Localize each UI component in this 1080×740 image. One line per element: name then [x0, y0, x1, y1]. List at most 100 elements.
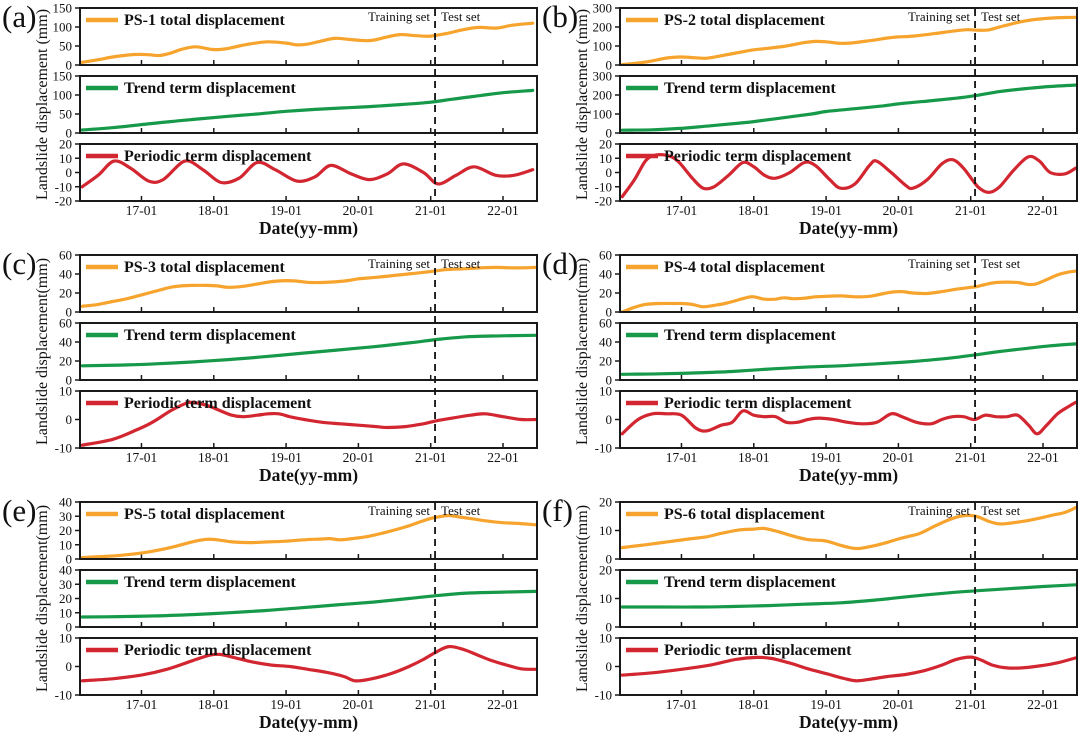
x-tick-label: 17-01	[126, 697, 158, 712]
periodic-series-line	[81, 159, 535, 189]
y-tick-label: 60	[59, 316, 72, 331]
test-set-label: Test set	[981, 503, 1021, 518]
subplot-trend: 0 100 200 300 Trend term displacement	[593, 69, 1078, 141]
training-set-label: Training set	[368, 256, 430, 271]
y-axis-title: Landslide displacement(mm)	[34, 258, 51, 445]
periodic-series-line	[621, 400, 1076, 436]
y-tick-label: 10	[599, 151, 612, 166]
x-tick-label: 17-01	[666, 450, 698, 465]
legend-label-total: PS-6 total displacement	[664, 506, 826, 523]
subplot-periodic: -10 0 10 17-01 18-01 19-01 20-01 21-01 22-01 Peri…	[55, 631, 538, 712]
total-series-line	[81, 513, 536, 558]
periodic-series-line	[621, 655, 1076, 683]
y-tick-label: 0	[66, 373, 73, 388]
x-tick-label: 20-01	[343, 203, 375, 218]
legend-label-periodic: Periodic term displacement	[124, 642, 312, 659]
x-axis-title: Date(yy-mm)	[259, 712, 358, 732]
y-tick-label: 30	[59, 577, 72, 592]
test-set-label: Test set	[981, 9, 1021, 24]
y-tick-label: 50	[59, 39, 72, 54]
x-tick-label: 20-01	[883, 450, 915, 465]
subplot-total: 0 10 20 PS-6 total displacement	[599, 495, 1078, 567]
x-axis-title: Date(yy-mm)	[799, 218, 898, 238]
total-series-line	[621, 269, 1076, 311]
legend-label-total: PS-3 total displacement	[124, 259, 286, 276]
panel-d: (d) 0 20 40 60 PS-4 total displacement 0 20 40 6…	[540, 247, 1080, 494]
y-tick-label: 40	[599, 335, 612, 350]
legend-label-trend: Trend term displacement	[124, 327, 297, 344]
total-series-line	[81, 21, 535, 64]
subplot-trend: 0 50 100 150 Trend term displacement	[53, 69, 538, 141]
x-axis-title: Date(yy-mm)	[799, 465, 898, 485]
panel-a: (a) 0 50 100 150 PS-1 total displacement 0 50 1…	[0, 0, 540, 247]
x-tick-label: 20-01	[883, 697, 915, 712]
x-tick-label: 18-01	[738, 203, 770, 218]
trend-series-line	[81, 88, 535, 132]
y-tick-label: 50	[59, 107, 72, 122]
x-tick-label: 17-01	[666, 203, 698, 218]
y-tick-label: 10	[599, 384, 612, 399]
subplot-trend: 0 20 40 60 Trend term displacement	[59, 316, 538, 388]
x-tick-label: 19-01	[810, 697, 842, 712]
subplot-frame	[619, 75, 1078, 134]
test-set-label: Test set	[441, 503, 481, 518]
test-set-label: Test set	[441, 9, 481, 24]
y-tick-label: 0	[606, 58, 613, 73]
y-tick-label: 60	[59, 248, 72, 263]
legend-label-trend: Trend term displacement	[664, 327, 837, 344]
subplot-frame	[619, 501, 1078, 560]
y-tick-label: 100	[53, 88, 73, 103]
x-tick-label: 19-01	[270, 450, 302, 465]
y-tick-label: 10	[59, 537, 72, 552]
x-axis-title: Date(yy-mm)	[259, 465, 358, 485]
test-set-label: Test set	[981, 256, 1021, 271]
subplot-frame	[79, 501, 538, 560]
x-tick-label: 17-01	[126, 203, 158, 218]
x-tick-label: 20-01	[343, 697, 375, 712]
y-tick-label: 200	[593, 88, 613, 103]
training-set-label: Training set	[908, 503, 970, 518]
y-tick-label: 300	[593, 69, 613, 84]
y-axis-title: Landslide displacement(mm)	[574, 505, 591, 692]
subplot-total: 0 20 40 60 PS-3 total displacement	[59, 248, 538, 320]
trend-series-line	[621, 583, 1076, 609]
subplot-frame	[619, 322, 1078, 381]
x-tick-label: 22-01	[487, 697, 519, 712]
y-tick-label: 10	[599, 631, 612, 646]
y-tick-label: 10	[59, 631, 72, 646]
y-tick-label: 40	[59, 267, 72, 282]
subplot-frame	[79, 637, 538, 696]
training-set-label: Training set	[908, 256, 970, 271]
x-tick-label: 19-01	[810, 450, 842, 465]
y-tick-label: -10	[595, 441, 612, 456]
panel-f: (f) 0 10 20 PS-6 total displacement 0 10 20 Tre…	[540, 494, 1080, 740]
subplot-frame	[79, 143, 538, 202]
x-tick-label: 21-01	[415, 697, 447, 712]
panel-c-chart: 0 20 40 60 PS-3 total displacement 0 20 40 60 Tre…	[34, 248, 538, 485]
subplot-frame	[619, 390, 1078, 449]
x-tick-label: 18-01	[738, 697, 770, 712]
y-tick-label: 0	[66, 412, 73, 427]
y-tick-label: 20	[59, 523, 72, 538]
legend-label-periodic: Periodic term displacement	[664, 642, 852, 659]
x-tick-label: 22-01	[1027, 697, 1059, 712]
trend-series-line	[81, 589, 536, 619]
x-tick-label: 18-01	[198, 203, 230, 218]
x-tick-label: 18-01	[198, 697, 230, 712]
y-tick-label: 20	[599, 286, 612, 301]
panel-label: (b)	[542, 0, 579, 34]
trend-series-line	[81, 333, 536, 368]
periodic-series-line	[81, 400, 536, 447]
legend-label-periodic: Periodic term displacement	[664, 395, 852, 412]
subplot-frame	[619, 254, 1078, 313]
subplot-frame	[79, 254, 538, 313]
y-tick-label: -10	[55, 688, 72, 703]
y-tick-label: 20	[59, 137, 72, 152]
x-tick-label: 18-01	[738, 450, 770, 465]
x-tick-label: 22-01	[487, 450, 519, 465]
y-tick-label: -10	[595, 688, 612, 703]
subplot-periodic: -10 0 10 17-01 18-01 19-01 20-01 21-01 22-01 Peri…	[55, 384, 538, 465]
training-set-label: Training set	[368, 9, 430, 24]
x-tick-label: 17-01	[126, 450, 158, 465]
